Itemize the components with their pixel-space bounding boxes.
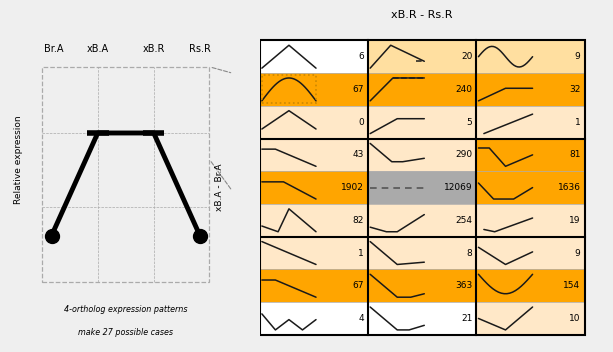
Bar xyxy=(368,106,476,138)
Text: 43: 43 xyxy=(352,150,364,159)
Text: xB.R: xB.R xyxy=(143,44,165,54)
Text: 5: 5 xyxy=(466,118,472,127)
Bar xyxy=(476,171,585,204)
Text: 6: 6 xyxy=(358,52,364,61)
Bar xyxy=(368,237,476,269)
Text: 1: 1 xyxy=(358,249,364,258)
Bar xyxy=(368,269,476,302)
Text: 0: 0 xyxy=(358,118,364,127)
Text: 4-ortholog expression patterns: 4-ortholog expression patterns xyxy=(64,305,188,314)
Bar xyxy=(260,40,585,335)
Text: 19: 19 xyxy=(569,216,581,225)
Bar xyxy=(476,302,585,335)
Bar xyxy=(262,75,316,103)
Bar xyxy=(476,138,585,171)
Text: 20: 20 xyxy=(461,52,472,61)
Bar xyxy=(260,269,368,302)
Text: 8: 8 xyxy=(466,249,472,258)
Bar xyxy=(260,204,368,237)
Bar xyxy=(260,73,368,106)
Text: xB.R - Rs.R: xB.R - Rs.R xyxy=(391,11,453,20)
Text: 290: 290 xyxy=(455,150,472,159)
Bar xyxy=(260,40,368,73)
Text: Relative expression: Relative expression xyxy=(13,115,23,204)
Text: 82: 82 xyxy=(352,216,364,225)
Bar xyxy=(476,40,585,73)
Text: 67: 67 xyxy=(352,281,364,290)
Text: make 27 possible cases: make 27 possible cases xyxy=(78,328,173,337)
Text: 1: 1 xyxy=(575,118,581,127)
Text: 254: 254 xyxy=(455,216,472,225)
Bar xyxy=(260,138,368,171)
Text: 81: 81 xyxy=(569,150,581,159)
Text: 9: 9 xyxy=(575,52,581,61)
Text: 12069: 12069 xyxy=(444,183,472,192)
Bar xyxy=(368,302,476,335)
Text: Br.A: Br.A xyxy=(44,44,64,54)
Bar xyxy=(260,237,368,269)
Text: xB.A - Br.A: xB.A - Br.A xyxy=(215,164,224,211)
Bar xyxy=(476,73,585,106)
Bar xyxy=(368,73,476,106)
Text: 4: 4 xyxy=(359,314,364,323)
Bar xyxy=(476,237,585,269)
Text: 1902: 1902 xyxy=(341,183,364,192)
Text: xB.A: xB.A xyxy=(86,44,109,54)
Text: 363: 363 xyxy=(455,281,472,290)
Bar xyxy=(260,302,368,335)
Bar xyxy=(260,171,368,204)
Text: 32: 32 xyxy=(569,85,581,94)
Bar xyxy=(368,204,476,237)
Bar xyxy=(368,40,476,73)
Text: 9: 9 xyxy=(575,249,581,258)
Bar xyxy=(476,106,585,138)
Bar xyxy=(42,67,210,282)
Text: 67: 67 xyxy=(352,85,364,94)
Text: 1636: 1636 xyxy=(558,183,581,192)
Bar xyxy=(368,171,476,204)
Bar xyxy=(368,138,476,171)
Bar xyxy=(260,106,368,138)
Bar xyxy=(476,269,585,302)
Text: 240: 240 xyxy=(455,85,472,94)
Bar xyxy=(476,204,585,237)
Text: Rs.R: Rs.R xyxy=(189,44,211,54)
Text: 154: 154 xyxy=(563,281,581,290)
Text: 10: 10 xyxy=(569,314,581,323)
Text: 21: 21 xyxy=(461,314,472,323)
